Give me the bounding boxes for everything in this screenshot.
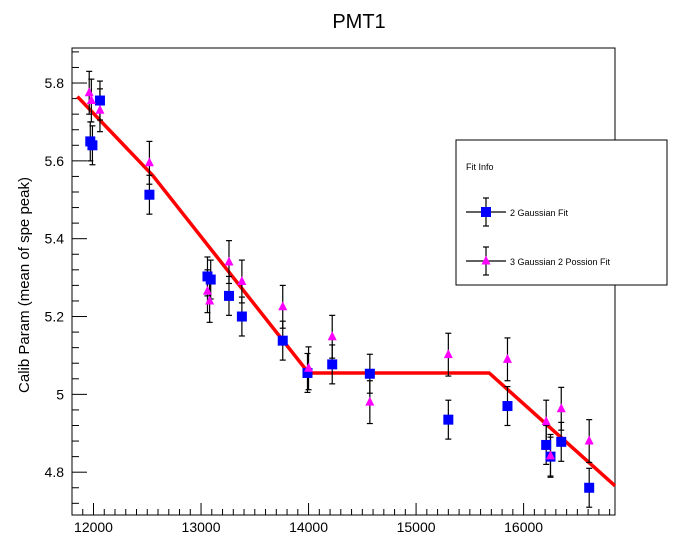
- x-tick-label: 13000: [182, 519, 221, 535]
- x-axis: 12000 13000 14000 15000 16000: [71, 503, 611, 535]
- legend-title: Fit Info: [466, 162, 494, 172]
- gauss2-point: [223, 290, 234, 301]
- chart-title: PMT1: [332, 11, 385, 33]
- gauss3-point: [202, 285, 212, 295]
- gauss3-point: [278, 301, 288, 311]
- gauss2-point: [94, 95, 105, 106]
- gauss3-point: [556, 403, 566, 413]
- legend: Fit Info 2 Gaussian Fit 3 Gaussian 2 Pos…: [455, 139, 668, 286]
- x-tick-label: 14000: [289, 519, 328, 535]
- legend-label-2-gaussian-fit: 2 Gaussian Fit: [510, 208, 569, 218]
- y-tick-label: 5.8: [45, 75, 65, 91]
- x-tick-label: 16000: [504, 519, 543, 535]
- legend-label-3-gaussian-fit: 3 Gaussian 2 Possion Fit: [510, 257, 611, 267]
- gauss3-point: [224, 256, 234, 266]
- gauss2-point: [327, 359, 338, 370]
- gauss3-point: [584, 435, 594, 445]
- gauss2-point: [277, 335, 288, 346]
- y-tick-label: 5.4: [45, 231, 65, 247]
- gauss3-point: [304, 362, 314, 372]
- x-tick-label: 12000: [74, 519, 113, 535]
- gauss2-point: [541, 439, 552, 450]
- y-tick-label: 5.6: [45, 153, 65, 169]
- data-series: [84, 70, 595, 508]
- gauss2-point: [205, 274, 216, 285]
- gauss3-point: [237, 276, 247, 285]
- y-tick-label: 5.2: [45, 309, 65, 325]
- gauss2-point: [144, 189, 155, 200]
- gauss3-point: [502, 353, 512, 363]
- gauss3-point: [365, 396, 375, 406]
- x-tick-label: 15000: [397, 519, 436, 535]
- y-axis: 4.8 5 5.2 5.4 5.6 5.8: [45, 51, 87, 504]
- gauss2-point: [584, 482, 595, 493]
- gauss3-point: [327, 331, 337, 341]
- legend-entry-2-gaussian-fit: [466, 197, 506, 227]
- legend-marker-gauss3: [481, 255, 491, 265]
- gauss2-point: [502, 401, 513, 412]
- gauss2-point: [556, 436, 567, 447]
- gauss3-point: [205, 295, 215, 305]
- gauss3-point: [541, 416, 551, 426]
- legend-entry-3-gaussian-fit: [466, 246, 506, 276]
- y-tick-label: 5: [56, 386, 64, 402]
- gauss2-point: [443, 414, 454, 425]
- legend-marker-gauss2: [481, 207, 491, 217]
- gauss2-point: [302, 367, 313, 378]
- gauss2-point: [364, 368, 375, 379]
- gauss3-point: [95, 104, 105, 114]
- y-axis-label: Calib Param (mean of spe peak): [16, 177, 33, 393]
- gauss3-point: [84, 87, 94, 97]
- gauss3-point: [545, 450, 555, 460]
- gauss3-point: [144, 157, 154, 167]
- gauss3-point: [86, 95, 96, 105]
- gauss2-point: [236, 311, 247, 322]
- gauss2-point: [87, 140, 98, 151]
- y-tick-label: 4.8: [45, 464, 65, 480]
- gauss3-point: [443, 349, 453, 359]
